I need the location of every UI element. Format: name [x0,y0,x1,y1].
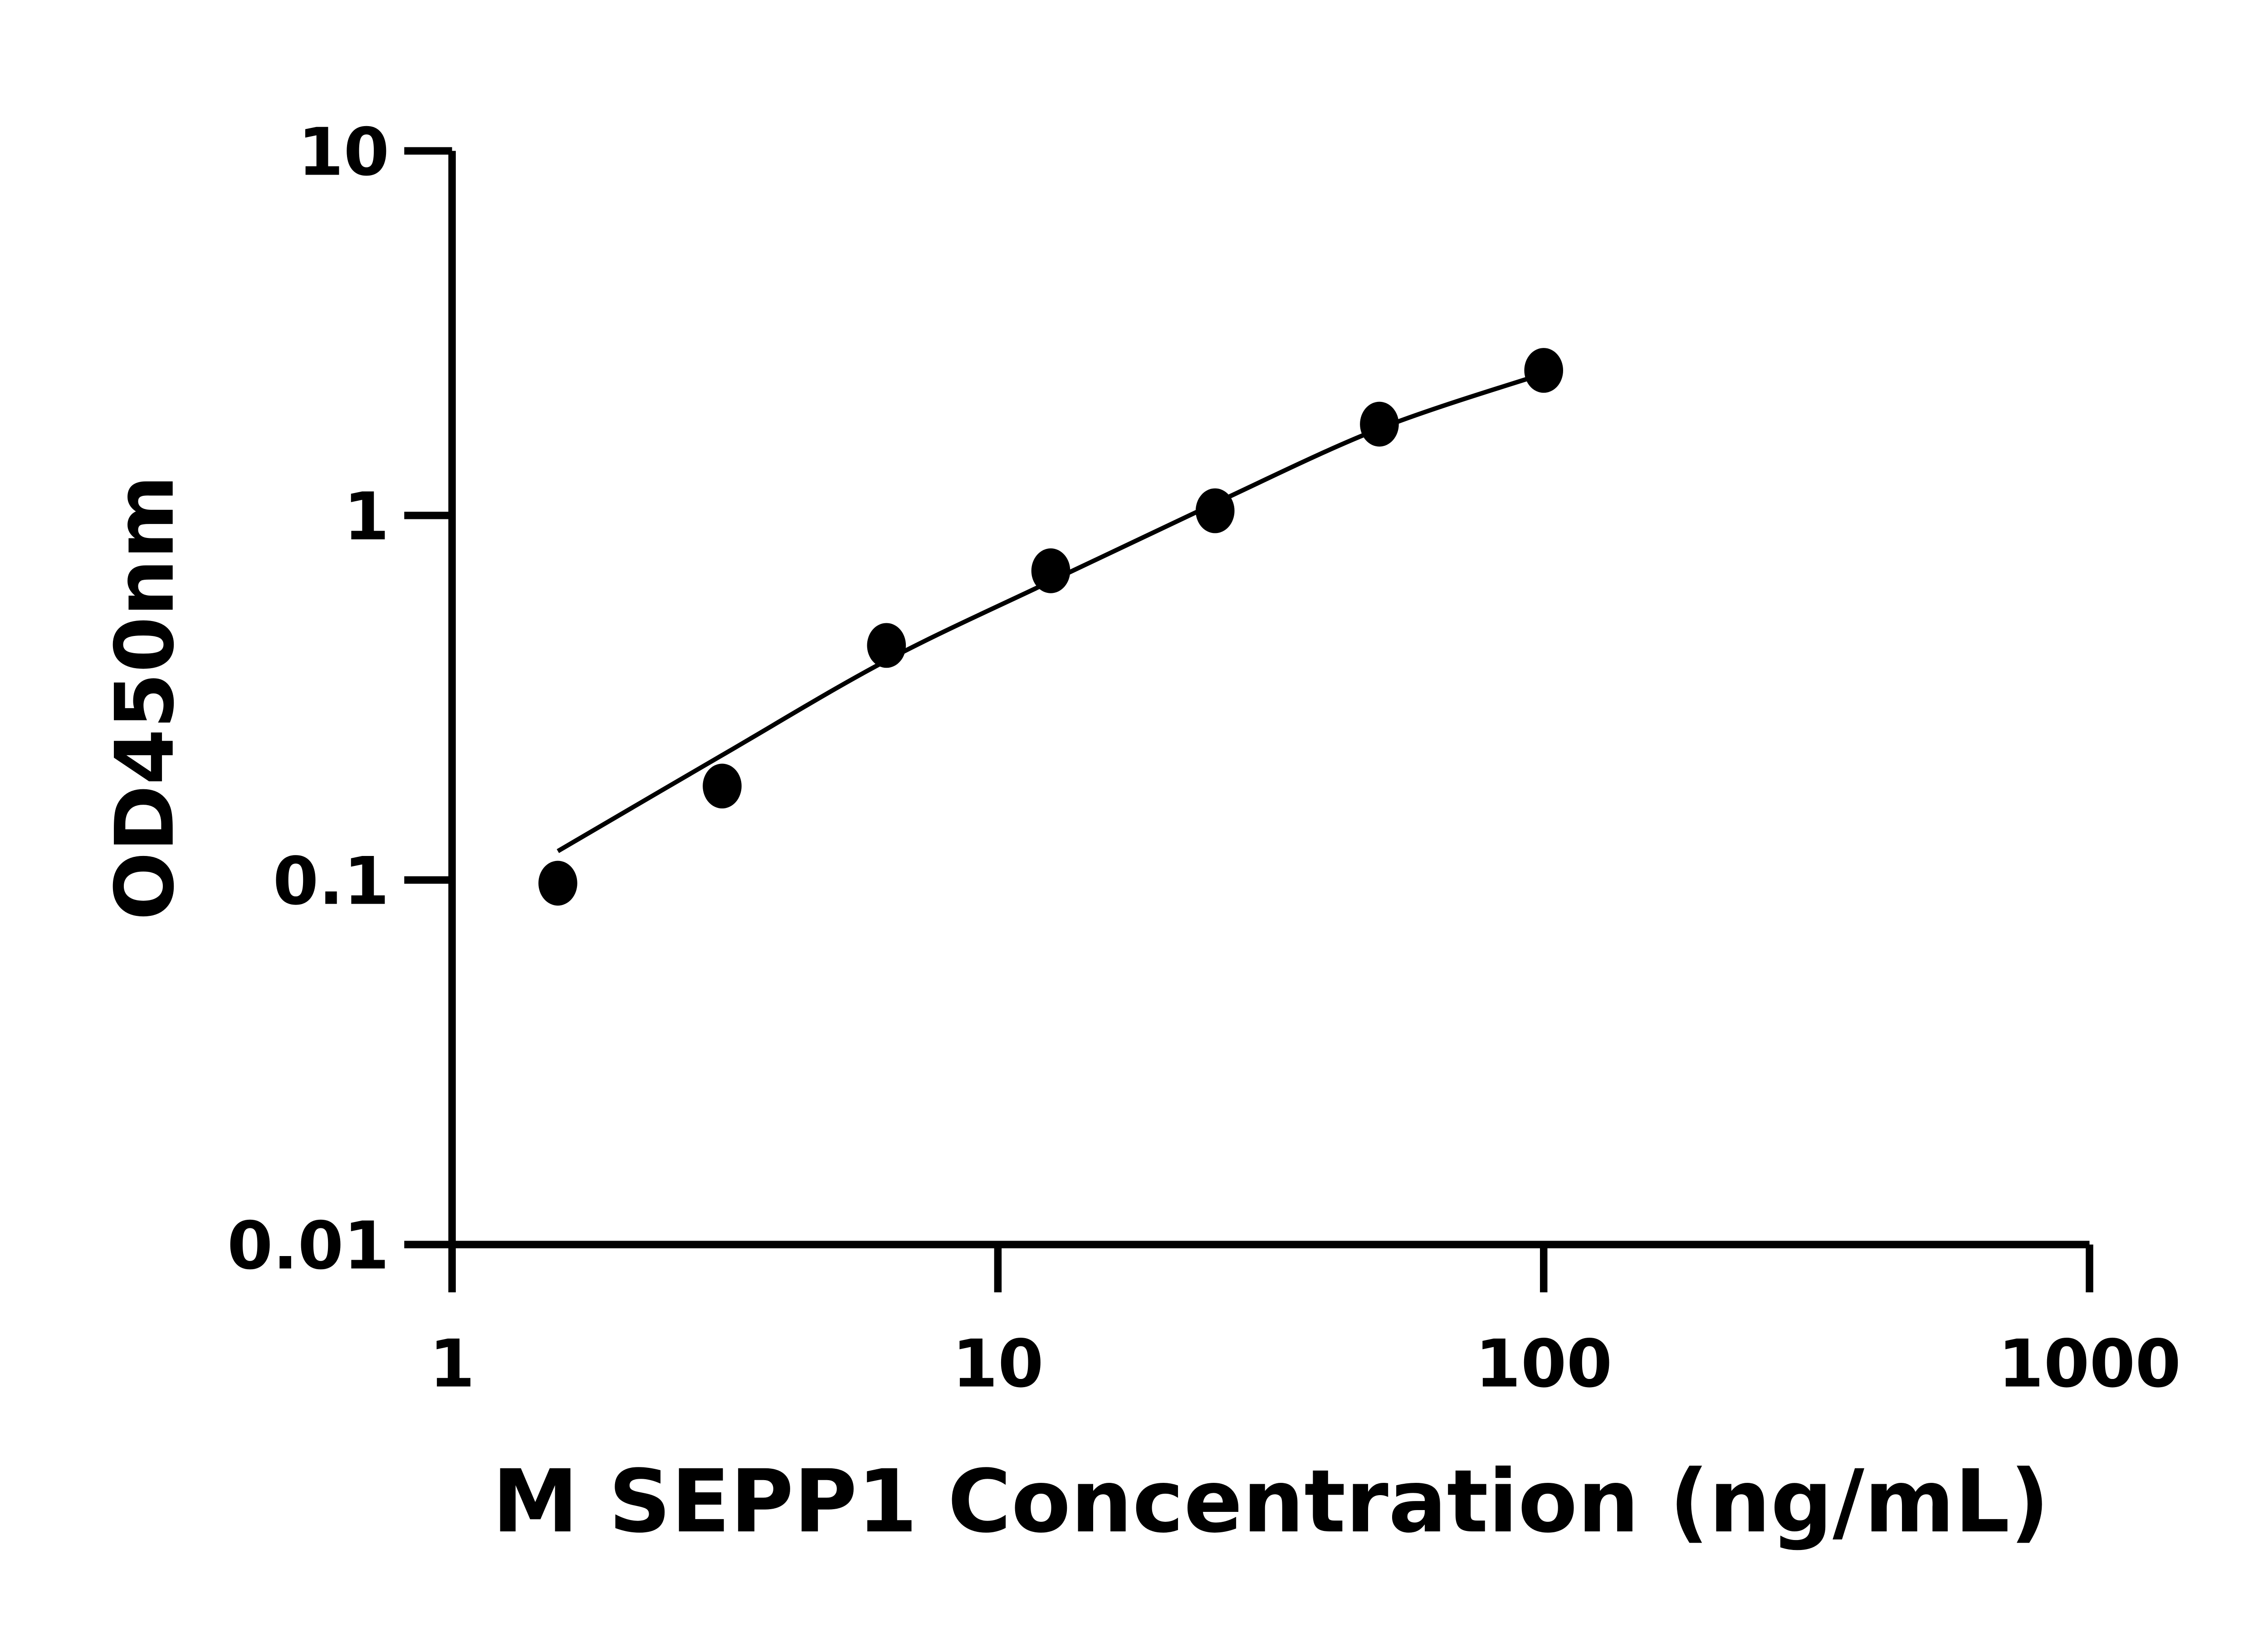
x-tick-label: 1000 [1998,1326,2181,1403]
data-point [867,623,906,668]
x-axis-label: M SEPP1 Concentration (ng/mL) [492,1452,2049,1552]
y-tick-label: 10 [298,114,390,191]
data-point [1360,401,1399,447]
axes: 1 10 100 1000 0.01 0.1 1 10 [227,114,2181,1402]
data-points-group [538,348,1564,906]
data-point [538,861,577,906]
x-tick-label: 100 [1475,1326,1612,1403]
y-tick-label: 0.1 [273,843,390,920]
data-point [1195,488,1235,533]
x-tick-label: 1 [429,1326,475,1403]
data-point [1031,548,1070,593]
x-tick-label: 10 [952,1326,1044,1403]
data-point [703,763,742,809]
y-tick-label: 0.01 [227,1208,390,1284]
y-axis-label: OD450nm [98,475,192,920]
y-tick-label: 1 [343,479,389,555]
data-point [1524,348,1564,393]
